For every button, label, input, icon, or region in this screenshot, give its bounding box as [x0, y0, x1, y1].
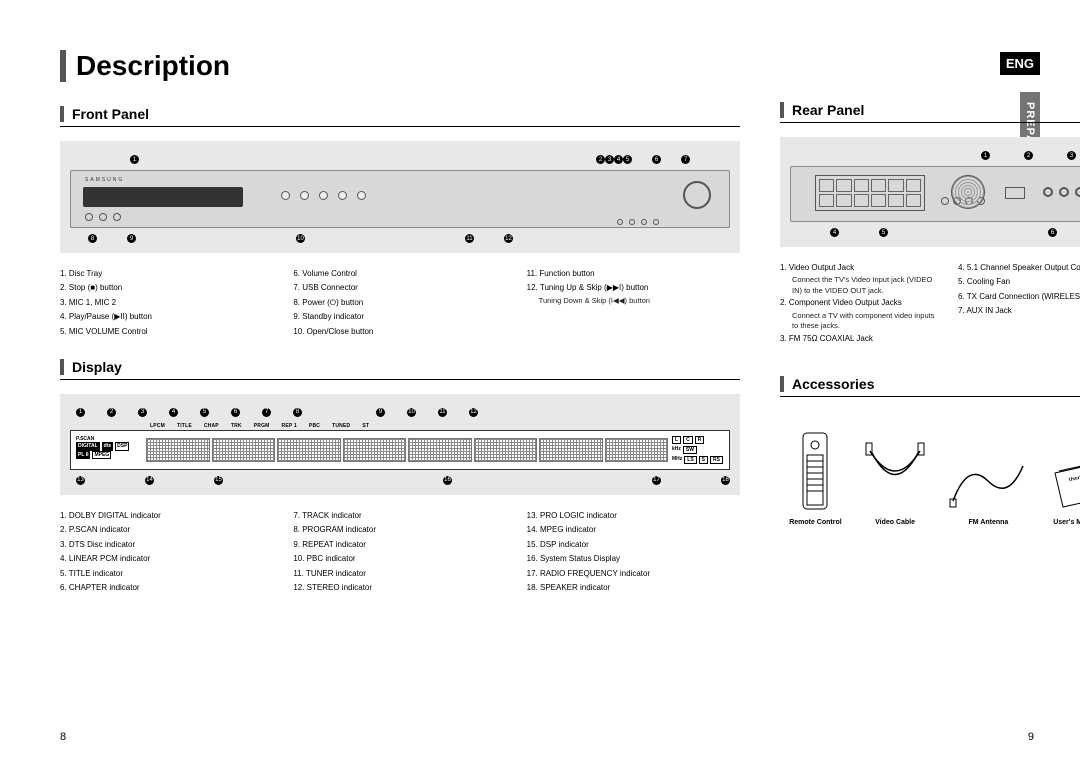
callout: 2 — [596, 155, 605, 164]
legend-item: 6. TX Card Connection (WIRELESS) — [958, 290, 1080, 304]
page-number-left: 8 — [60, 731, 66, 743]
legend-item: 1. Disc Tray — [60, 267, 273, 281]
legend-item: 18. SPEAKER indicator — [527, 581, 740, 595]
accessory-video-cable: Video Cable — [860, 441, 930, 526]
legend-item: 12. Tuning Up & Skip (▶▶I) button — [527, 281, 740, 295]
accessory-remote: Remote Control — [789, 431, 842, 526]
legend-item: 4. 5.1 Channel Speaker Output Connectors — [958, 261, 1080, 275]
front-panel-legend: 1. Disc Tray2. Stop (■) button3. MIC 1, … — [60, 263, 740, 359]
legend-item: 4. Play/Pause (▶II) button — [60, 310, 273, 324]
callout: 8 — [88, 234, 97, 243]
rule — [60, 379, 740, 380]
accessories-heading: Accessories — [780, 376, 1080, 392]
legend-item: 10. PBC indicator — [293, 552, 506, 566]
legend-item: 6. CHAPTER indicator — [60, 581, 273, 595]
callout: 3 — [605, 155, 614, 164]
rear-panel-heading: Rear Panel — [780, 102, 1080, 118]
brand-label: SAMSUNG — [85, 177, 124, 183]
legend-item: 5. TITLE indicator — [60, 567, 273, 581]
legend-item: 3. DTS Disc indicator — [60, 538, 273, 552]
disc-tray — [83, 187, 243, 207]
rule — [780, 122, 1080, 123]
accessory-manual: User's Guide User's Manual — [1047, 461, 1080, 526]
legend-item: 10. Open/Close button — [293, 325, 506, 339]
legend-item: 5. MIC VOLUME Control — [60, 325, 273, 339]
legend-item: 11. TUNER indicator — [293, 567, 506, 581]
legend-item: 14. MPEG indicator — [527, 523, 740, 537]
volume-knob — [683, 181, 711, 209]
front-panel-figure: 1 2 3 4 5 6 7 SAMSUNG 8 9 — [60, 141, 740, 253]
legend-item: 7. USB Connector — [293, 281, 506, 295]
callout: 1 — [130, 155, 139, 164]
rule — [60, 126, 740, 127]
legend-item: 9. Standby indicator — [293, 310, 506, 324]
legend-item: 8. Power (⏻) button — [293, 296, 506, 310]
left-page: Description Front Panel 1 2 3 4 5 6 7 SA… — [60, 50, 740, 615]
page-title: Description — [60, 50, 740, 82]
callout: 4 — [614, 155, 623, 164]
front-panel-heading: Front Panel — [60, 106, 740, 122]
legend-item: 17. RADIO FREQUENCY indicator — [527, 567, 740, 581]
legend-item: 6. Volume Control — [293, 267, 506, 281]
callout: 9 — [127, 234, 136, 243]
display-legend: 1. DOLBY DIGITAL indicator2. P.SCAN indi… — [60, 505, 740, 615]
rear-panel-figure: 123 45 67 — [780, 137, 1080, 247]
legend-item: 3. MIC 1, MIC 2 — [60, 296, 273, 310]
callout: 5 — [623, 155, 632, 164]
legend-item: 11. Function button — [527, 267, 740, 281]
legend-item: 12. STEREO indicator — [293, 581, 506, 595]
legend-item: 7. TRACK indicator — [293, 509, 506, 523]
rear-panel-device — [790, 166, 1080, 222]
rear-panel-legend: 1. Video Output JackConnect the TV's Vid… — [780, 257, 1080, 366]
legend-item: 1. Video Output Jack — [780, 261, 938, 275]
legend-item: 1. DOLBY DIGITAL indicator — [60, 509, 273, 523]
legend-item: 2. Stop (■) button — [60, 281, 273, 295]
callout: 12 — [504, 234, 513, 243]
legend-item: 2. P.SCAN indicator — [60, 523, 273, 537]
callout: 10 — [296, 234, 305, 243]
page-number-right: 9 — [1028, 731, 1034, 743]
legend-item: 5. Cooling Fan — [958, 275, 1080, 289]
callout: 11 — [465, 234, 474, 243]
legend-item: 9. REPEAT indicator — [293, 538, 506, 552]
legend-item: 4. LINEAR PCM indicator — [60, 552, 273, 566]
legend-item: 3. FM 75Ω COAXIAL Jack — [780, 332, 938, 346]
legend-item: 8. PROGRAM indicator — [293, 523, 506, 537]
callout: 6 — [652, 155, 661, 164]
front-panel-device: SAMSUNG — [70, 170, 730, 228]
svg-text:User's Guide: User's Guide — [1068, 472, 1080, 483]
accessories-row: Remote Control Video Cable FM Antenna Us… — [780, 411, 1080, 536]
legend-item: 7. AUX IN Jack — [958, 304, 1080, 318]
accessory-fm-antenna: FM Antenna — [948, 451, 1028, 526]
display-heading: Display — [60, 359, 740, 375]
callout: 7 — [681, 155, 690, 164]
right-page: Rear Panel 123 45 67 1. Video Output Jac… — [780, 50, 1080, 615]
legend-item: 16. System Status Display — [527, 552, 740, 566]
rule — [780, 396, 1080, 397]
legend-item: 2. Component Video Output Jacks — [780, 296, 938, 310]
display-strip: P.SCAN DIGITALdtsDSP PL IIMPEG LCR kHzSW… — [70, 430, 730, 470]
display-figure: 12345 678 9101112 LPCMTITLECHAPTRKPRGMRE… — [60, 394, 740, 495]
legend-item: 13. PRO LOGIC indicator — [527, 509, 740, 523]
legend-item: 15. DSP indicator — [527, 538, 740, 552]
